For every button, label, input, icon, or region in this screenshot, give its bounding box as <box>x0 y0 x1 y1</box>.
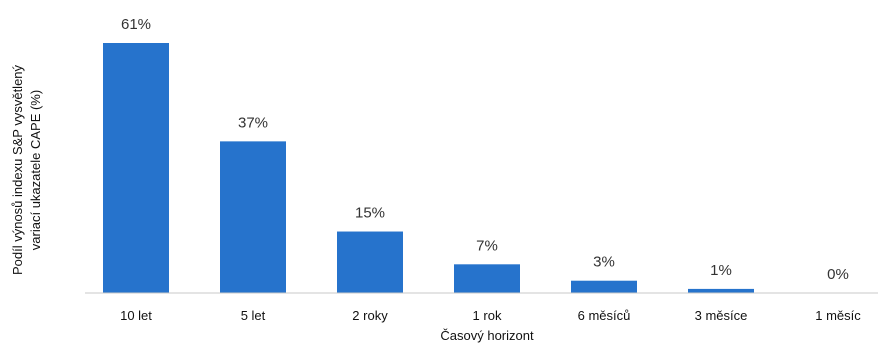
x-tick-0: 10 let <box>120 308 152 323</box>
bar-5 <box>688 288 754 293</box>
x-tick-6: 1 měsíc <box>815 308 861 323</box>
data-labels: 61% 37% 15% 7% 3% 1% 0% <box>121 16 849 283</box>
data-label-6: 0% <box>827 266 849 283</box>
data-label-3: 7% <box>476 237 498 254</box>
data-label-5: 1% <box>710 262 732 279</box>
x-tick-3: 1 rok <box>473 308 502 323</box>
data-label-0: 61% <box>121 16 151 33</box>
x-tick-1: 5 let <box>241 308 266 323</box>
bar-3 <box>454 264 520 293</box>
bar-0 <box>103 43 169 293</box>
x-tick-5: 3 měsíce <box>695 308 748 323</box>
bar-4 <box>571 280 637 293</box>
x-tick-4: 6 měsíců <box>578 308 631 323</box>
data-label-2: 15% <box>355 205 385 222</box>
bars-group <box>103 43 754 293</box>
data-label-1: 37% <box>238 114 268 131</box>
y-axis-label-line-2: variací ukazatele CAPE (%) <box>28 90 43 250</box>
x-tick-2: 2 roky <box>352 308 388 323</box>
bar-1 <box>220 141 286 293</box>
data-label-4: 3% <box>593 254 615 271</box>
x-tick-labels: 10 let 5 let 2 roky 1 rok 6 měsíců 3 měsíce 1 … <box>120 308 861 323</box>
y-axis-label-line-1: Podíl výnosů indexu S&P vysvětlený <box>10 64 25 275</box>
bar-2 <box>337 231 403 293</box>
x-axis-label: Časový horizont <box>440 328 534 343</box>
